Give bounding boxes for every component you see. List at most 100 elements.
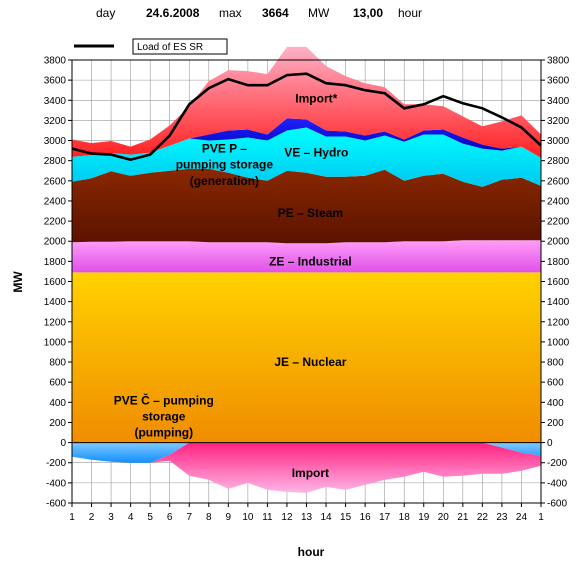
area-label: (generation) [190,174,259,188]
x-tick-label: 17 [379,512,391,523]
x-tick-label: 7 [186,512,192,523]
y-tick-label-left: 2000 [44,237,67,248]
y-tick-label-left: 3600 [44,76,67,87]
area-label: JE – Nuclear [274,355,346,369]
x-tick-label: 3 [108,512,114,523]
area-label: PE – Steam [278,206,343,220]
y-tick-label-left: 2600 [44,176,67,187]
y-tick-label-left: 3800 [44,56,67,67]
legend-entry-load: Load of ES SR [137,42,203,53]
header-time: 13,00 [353,6,383,20]
x-tick-label: 5 [147,512,153,523]
y-tick-label-right: -200 [547,458,567,469]
x-tick-label: 19 [418,512,430,523]
y-tick-label-left: -400 [46,478,66,489]
area-neg-pve-pumping-storage-pumping [72,442,541,463]
area-label: PVE P – [202,142,247,156]
y-tick-label-right: 1400 [547,297,570,308]
y-tick-label-right: 2000 [547,237,570,248]
y-tick-label-right: 800 [547,358,564,369]
y-tick-label-right: 3600 [547,76,570,87]
x-tick-label: 11 [262,512,273,523]
y-tick-label-right: 200 [547,418,564,429]
x-tick-label: 22 [477,512,489,523]
x-tick-label: 18 [399,512,411,523]
y-tick-label-left: 3400 [44,96,67,107]
area-pve-p-pumping-storage-generation [72,118,541,158]
y-tick-label-right: 1600 [547,277,570,288]
x-tick-label: 16 [360,512,372,523]
x-tick-label: 13 [301,512,313,523]
series-line-load [71,72,542,162]
x-tick-label: 24 [516,512,528,523]
area-label: ZE – Industrial [269,254,352,268]
y-tick-label-right: 3000 [547,136,570,147]
y-tick-label-right: 2600 [547,176,570,187]
y-tick-label-right: -600 [547,499,567,510]
area-label: Import* [295,91,337,105]
series-layers [71,46,542,493]
y-tick-label-left: 1600 [44,277,67,288]
y-tick-label-left: 800 [49,358,66,369]
header-max-value: 3664 [262,6,289,20]
y-tick-label-right: 3200 [547,116,570,127]
area-label: Import [292,466,329,480]
x-tick-label: 8 [206,512,212,523]
area-neg-import [72,442,541,493]
x-tick-label: 2 [89,512,95,523]
area-labels: Import* VE – Hydro PVE P – pumping storage (… [114,91,352,480]
y-tick-label-right: 1800 [547,257,570,268]
y-tick-label-right: 1200 [547,317,570,328]
y-tick-label-left: 400 [49,398,66,409]
y-tick-label-left: 1400 [44,297,67,308]
area-ze-industrial [72,240,541,273]
x-tick-label: 23 [496,512,508,523]
y-tick-label-left: -200 [46,458,66,469]
header-date: 24.6.2008 [146,6,200,20]
x-tick-label: 1 [69,512,75,523]
y-tick-label-left: 3200 [44,116,67,127]
y-tick-label-left: 2800 [44,156,67,167]
header-max-label: max [219,6,242,20]
area-import [72,46,541,158]
x-tick-label: 20 [438,512,450,523]
x-tick-label: 15 [340,512,352,523]
area-ve-hydro [72,127,541,187]
area-je-nuclear [72,272,541,443]
x-tick-label: 10 [242,512,254,523]
x-tick-label: 4 [128,512,134,523]
header-day-label: day [96,6,115,20]
y-tick-label-left: 1800 [44,257,67,268]
y-tick-label-right: -400 [547,478,567,489]
y-tick-label-right: 3400 [547,96,570,107]
axes: -600 -600 -400 -400 -200 -200 0 0 200 200 400 400 60… [44,56,570,524]
header-hour-label: hour [398,6,422,20]
y-tick-label-right: 2400 [547,196,570,207]
y-tick-label-left: -600 [46,499,66,510]
y-tick-label-left: 3000 [44,136,67,147]
y-tick-label-right: 0 [547,438,553,449]
y-tick-label-left: 600 [49,378,66,389]
area-label: (pumping) [134,426,193,440]
x-tick-label: 1 [538,512,544,523]
y-tick-label-left: 1200 [44,317,67,328]
x-tick-label: 21 [457,512,469,523]
legend-box [132,38,228,55]
y-tick-label-right: 600 [547,378,564,389]
area-label: storage [142,409,186,423]
x-tick-label: 14 [320,512,332,523]
y-tick-label-right: 1000 [547,337,570,348]
y-axis-title: MW [11,271,25,293]
y-tick-label-right: 2200 [547,217,570,228]
y-tick-label-left: 1000 [44,337,67,348]
y-tick-label-left: 0 [60,438,66,449]
y-tick-label-right: 400 [547,398,564,409]
y-tick-label-left: 2400 [44,196,67,207]
x-tick-label: 6 [167,512,173,523]
area-label: VE – Hydro [284,146,348,160]
y-tick-label-right: 2800 [547,156,570,167]
y-tick-label-left: 200 [49,418,66,429]
area-label: PVE Č – pumping [114,392,214,407]
